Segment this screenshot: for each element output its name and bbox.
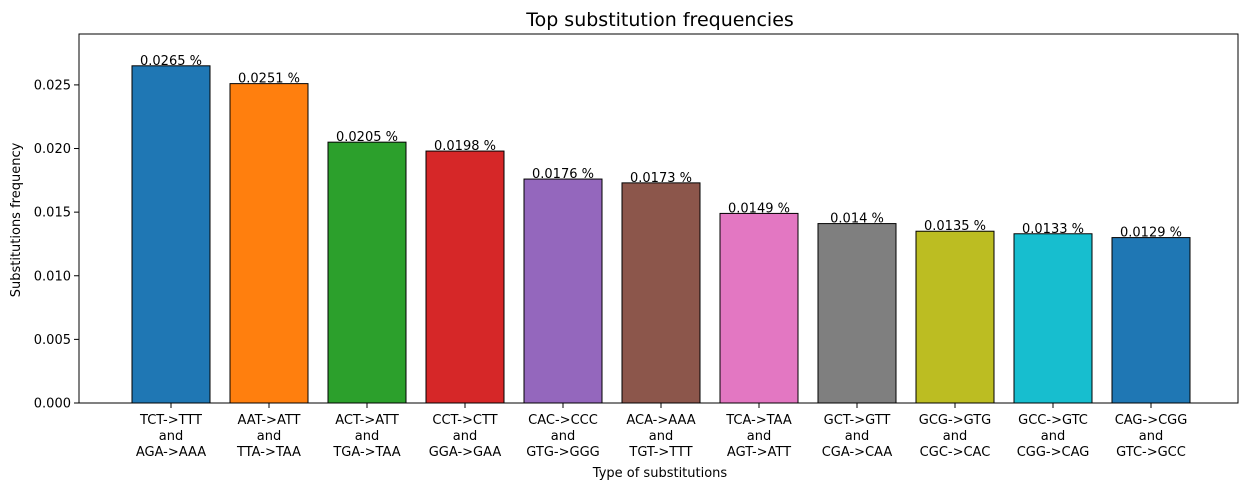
y-tick-label: 0.025: [34, 78, 71, 93]
bar: [1013, 233, 1093, 404]
x-tick-label: TCA->TAA and AGT->ATT: [725, 413, 792, 460]
bar: [621, 182, 701, 404]
bar-value-label: 0.0265 %: [140, 54, 202, 69]
y-tick-label: 0.020: [34, 142, 71, 157]
y-axis: 0.000 0.005 0.010 0.015 0.020 0.025: [34, 78, 79, 412]
bar: [915, 230, 995, 404]
x-axis: TCT->TTT and AGA->AAA AAT->ATT and TTA->TAA AC…: [136, 403, 1187, 460]
chart-title: Top substitution frequencies: [525, 9, 794, 31]
bar: [817, 223, 897, 404]
bar: [229, 83, 309, 404]
bar-value-label: 0.0149 %: [728, 201, 790, 216]
bar-value-label: 0.0129 %: [1120, 226, 1182, 241]
x-tick-label: GCT->GTT and CGA->CAA: [822, 413, 893, 460]
bar-value-label: 0.0133 %: [1022, 222, 1084, 237]
bar-value-label: 0.0176 %: [532, 167, 594, 182]
x-tick-label: ACT->ATT and TGA->TAA: [332, 413, 400, 460]
bar-value-label: 0.0135 %: [924, 219, 986, 234]
bar: [131, 65, 211, 404]
bar: [425, 150, 505, 404]
y-tick-label: 0.010: [34, 269, 71, 284]
x-tick-label: CAG->CGG and GTC->GCC: [1115, 413, 1188, 460]
x-tick-label: GCC->GTC and CGG->CAG: [1017, 413, 1090, 460]
bar-value-label: 0.014 %: [830, 212, 884, 227]
y-tick-label: 0.000: [34, 397, 71, 412]
y-axis-label: Substitutions frequency: [9, 142, 24, 297]
x-tick-label: ACA->AAA and TGT->TTT: [626, 413, 695, 460]
bar-value-label: 0.0198 %: [434, 139, 496, 154]
bar: [523, 178, 603, 404]
bar-value-label: 0.0205 %: [336, 130, 398, 145]
x-tick-label: CAC->CCC and GTG->GGG: [526, 413, 599, 460]
x-tick-label: CCT->CTT and GGA->GAA: [429, 413, 502, 460]
x-tick-label: TCT->TTT and AGA->AAA: [136, 413, 206, 460]
x-tick-label: AAT->ATT and TTA->TAA: [236, 413, 301, 460]
x-tick-label: GCG->GTG and CGC->CAC: [919, 413, 991, 460]
bar-value-label: 0.0173 %: [630, 171, 692, 186]
data-labels-group: 0.0265 % 0.0251 % 0.0205 % 0.0198 % 0.0176 %…: [140, 54, 1182, 241]
bars-group: [131, 65, 1191, 404]
y-tick-label: 0.005: [34, 333, 71, 348]
x-axis-label: Type of substitutions: [592, 466, 728, 481]
bar-value-label: 0.0251 %: [238, 72, 300, 87]
bar: [719, 212, 799, 404]
y-tick-label: 0.015: [34, 206, 71, 221]
bar: [1111, 237, 1191, 404]
bar: [327, 141, 407, 404]
